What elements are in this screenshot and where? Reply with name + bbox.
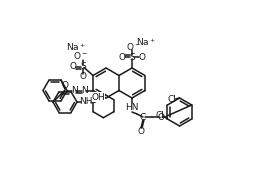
Text: O: O	[79, 72, 87, 81]
Text: N: N	[71, 86, 77, 95]
Text: O: O	[62, 81, 68, 90]
Text: O: O	[158, 112, 164, 121]
Text: O: O	[139, 52, 145, 61]
Text: O$^-$: O$^-$	[73, 50, 89, 61]
Text: Cl: Cl	[167, 95, 176, 105]
Text: O: O	[138, 127, 144, 135]
Text: O: O	[69, 62, 77, 71]
Text: Na$^+$: Na$^+$	[66, 42, 86, 53]
Text: C: C	[140, 112, 146, 121]
Text: Cl: Cl	[155, 111, 164, 119]
Text: NH: NH	[79, 97, 93, 106]
Text: OH: OH	[91, 93, 105, 102]
Text: O$^-$: O$^-$	[127, 42, 141, 52]
Text: N: N	[81, 86, 87, 95]
Text: S: S	[129, 52, 135, 61]
Text: S: S	[80, 62, 86, 71]
Text: Na$^+$: Na$^+$	[136, 36, 156, 48]
Text: HN: HN	[125, 103, 139, 112]
Text: O: O	[118, 52, 125, 61]
